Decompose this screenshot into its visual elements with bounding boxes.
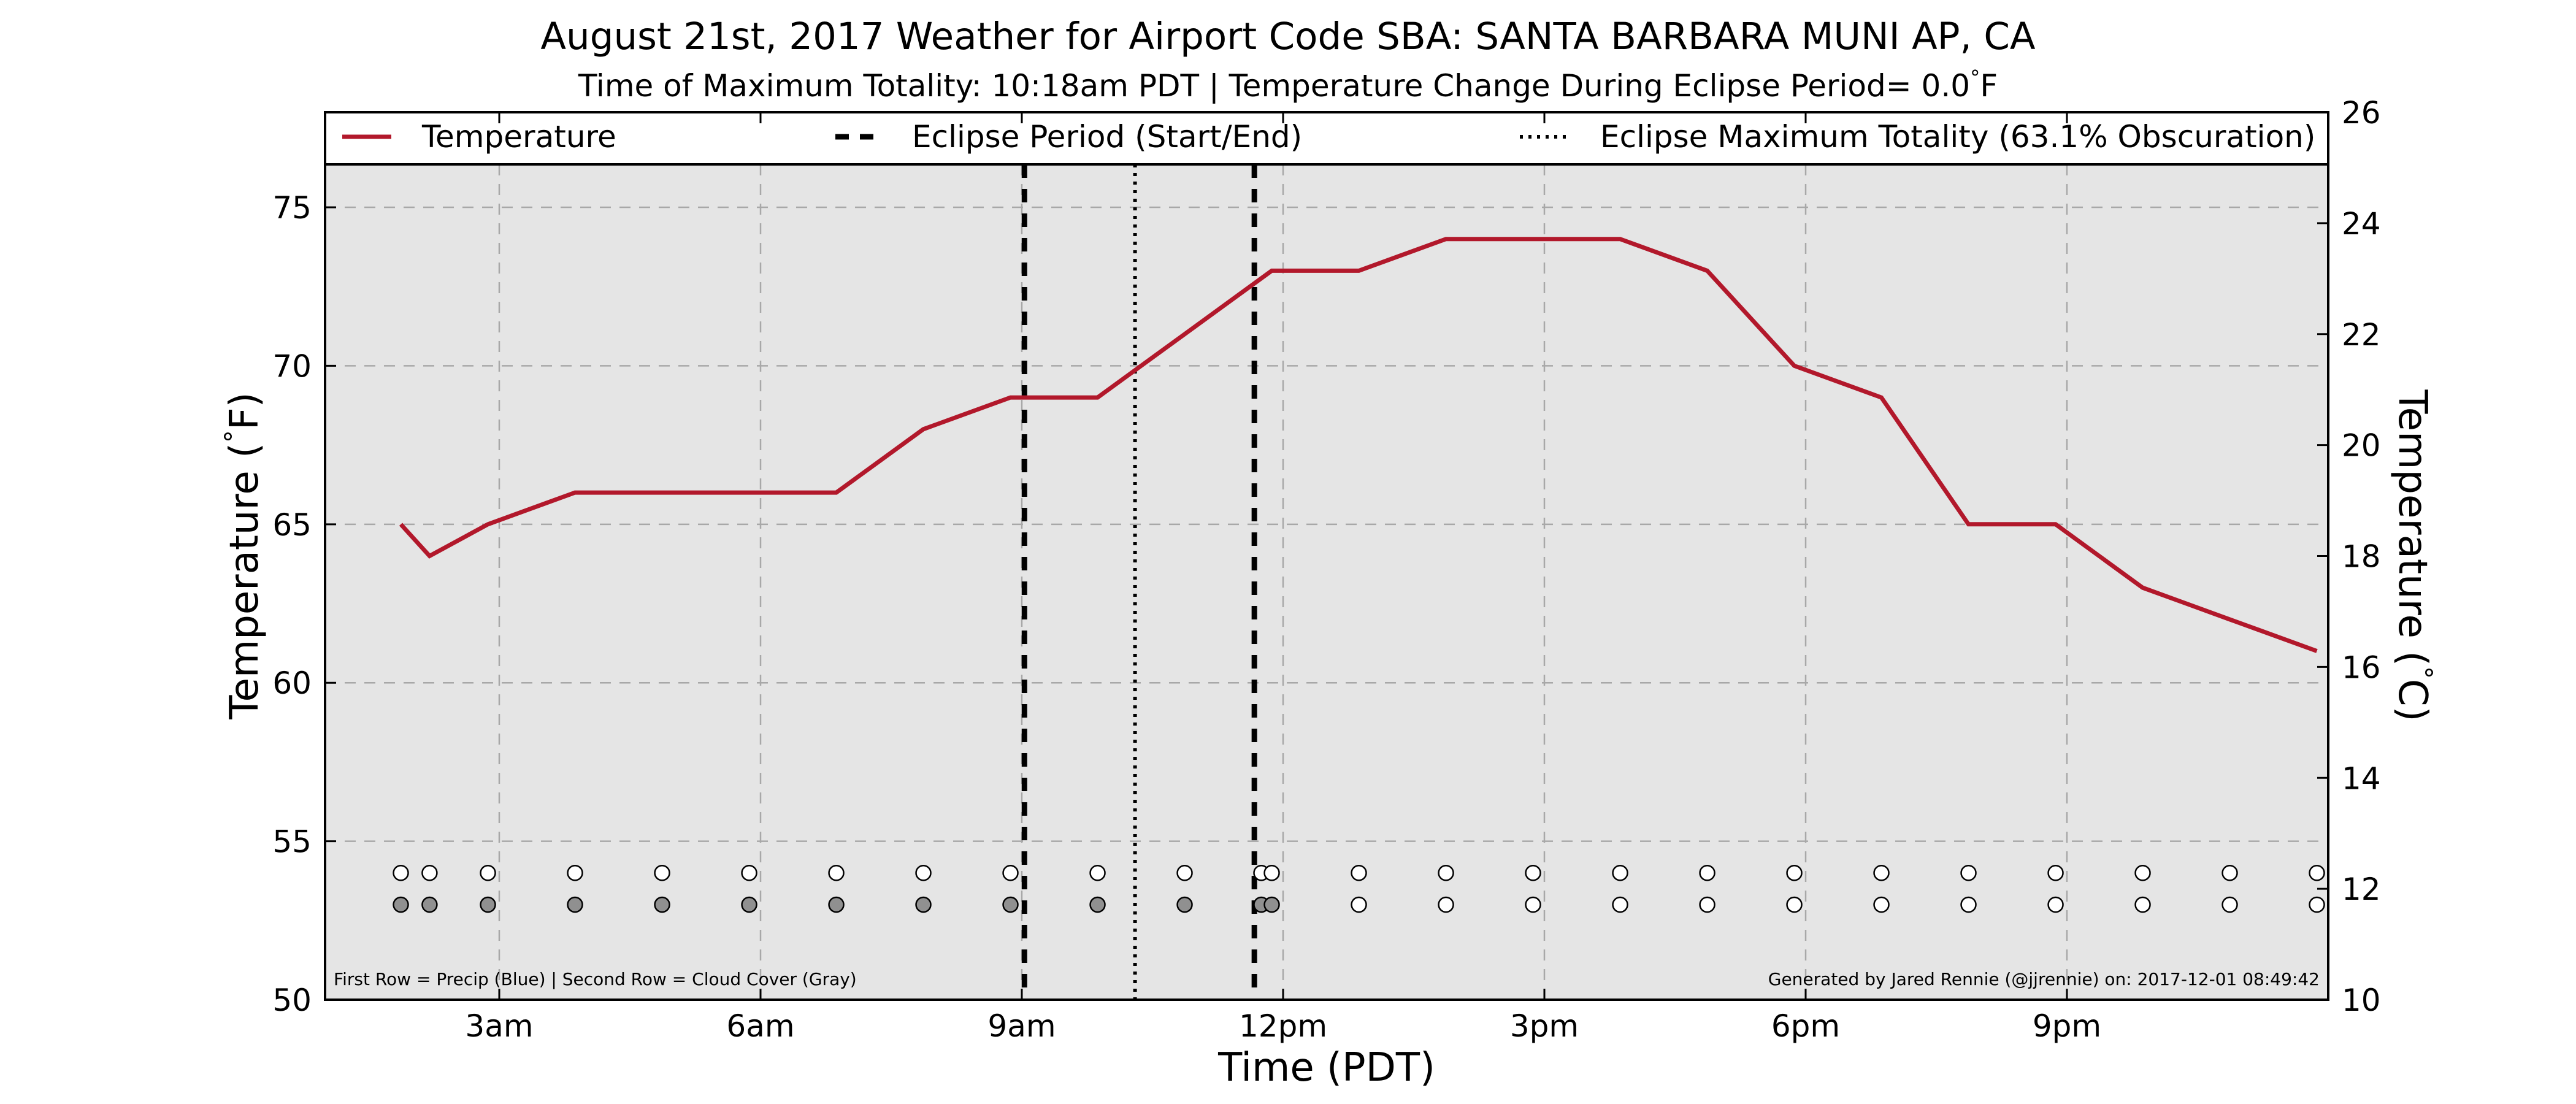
precip-marker	[2309, 865, 2325, 881]
cloud-marker	[1786, 896, 1803, 913]
y-right-tick-label: 12	[2342, 872, 2381, 907]
cloud-marker	[2309, 896, 2325, 913]
cloud-marker	[421, 896, 438, 913]
precip-marker	[421, 865, 438, 881]
cloud-marker	[2221, 896, 2238, 913]
x-tick-label: 9am	[987, 1008, 1056, 1044]
precip-marker	[1960, 865, 1977, 881]
y-tick-label: 70	[272, 348, 312, 384]
precip-marker	[1612, 865, 1628, 881]
precip-marker	[1089, 865, 1106, 881]
precip-marker	[654, 865, 670, 881]
cloud-marker	[2134, 896, 2151, 913]
legend-eclipse-period-label: Eclipse Period (Start/End)	[912, 119, 1302, 155]
precip-marker	[2221, 865, 2238, 881]
footnote-left: First Row = Precip (Blue) | Second Row =…	[334, 969, 857, 989]
precip-marker	[1176, 865, 1193, 881]
y-tick-label: 60	[272, 665, 312, 701]
y-right-tick-label: 18	[2342, 539, 2381, 575]
precip-marker	[1786, 865, 1803, 881]
y-tick-label: 55	[272, 824, 312, 860]
cloud-marker	[741, 896, 757, 913]
precip-marker	[1438, 865, 1454, 881]
cloud-marker	[1612, 896, 1628, 913]
cloud-marker	[567, 896, 583, 913]
cloud-marker	[1351, 896, 1367, 913]
precip-marker	[393, 865, 409, 881]
precip-marker	[741, 865, 757, 881]
x-tick-label: 9pm	[2033, 1008, 2101, 1044]
x-tick-label: 3am	[465, 1008, 533, 1044]
precip-marker	[1699, 865, 1715, 881]
cloud-marker	[915, 896, 932, 913]
precip-marker	[828, 865, 845, 881]
precip-marker	[2047, 865, 2064, 881]
temperature-line	[399, 237, 2318, 653]
precip-marker	[567, 865, 583, 881]
x-tick-label: 6pm	[1771, 1008, 1840, 1044]
legend-eclipse-max-label: Eclipse Maximum Totality (63.1% Obscurat…	[1600, 119, 2315, 155]
precip-marker	[1525, 865, 1541, 881]
legend-temperature-label: Temperature	[421, 119, 616, 155]
cloud-marker	[393, 896, 409, 913]
precip-marker	[1002, 865, 1019, 881]
y-tick-label: 50	[272, 983, 312, 1018]
cloud-marker	[2047, 896, 2064, 913]
cloud-marker	[1176, 896, 1193, 913]
footnote-right: Generated by Jared Rennie (@jjrennie) on…	[1768, 969, 2320, 989]
y-right-tick-label: 24	[2342, 206, 2381, 242]
x-tick-label: 6am	[726, 1008, 794, 1044]
chart-title: August 21st, 2017 Weather for Airport Co…	[540, 15, 2036, 58]
y-right-tick-label: 20	[2342, 428, 2381, 464]
x-axis-label: Time (PDT)	[1217, 1045, 1435, 1091]
precip-marker	[1873, 865, 1890, 881]
cloud-marker	[828, 896, 845, 913]
legend: Temperature Eclipse Period (Start/End) E…	[324, 111, 2329, 166]
y-axis-label-right: Temperature (°C)	[2390, 389, 2439, 721]
cloud-marker	[1263, 896, 1280, 913]
y-axis-label-left: Temperature (°F)	[219, 392, 268, 719]
y-right-tick-label: 16	[2342, 650, 2381, 685]
cloud-marker	[1873, 896, 1890, 913]
y-right-tick-label: 14	[2342, 761, 2381, 796]
cover-markers	[393, 865, 2325, 913]
cloud-marker	[1525, 896, 1541, 913]
chart-subtitle: Time of Maximum Totality: 10:18am PDT | …	[578, 66, 1998, 104]
precip-marker	[480, 865, 496, 881]
eclipse-lines	[1021, 164, 1257, 1000]
cloud-marker	[1699, 896, 1715, 913]
precip-marker	[1351, 865, 1367, 881]
cloud-marker	[480, 896, 496, 913]
cloud-marker	[1960, 896, 1977, 913]
precip-marker	[2134, 865, 2151, 881]
y-right-tick-label: 26	[2342, 95, 2381, 131]
axis-ticks: 3am 6am 9am 12pm 3pm 6pm 9pm 50 55 60 65 70 75 10 12 14…	[272, 95, 2380, 1044]
y-tick-label: 65	[272, 507, 312, 543]
y-right-tick-label: 10	[2342, 983, 2381, 1018]
cloud-marker	[1438, 896, 1454, 913]
precip-marker	[1263, 865, 1280, 881]
plot-area	[325, 112, 2328, 1000]
cloud-marker	[1002, 896, 1019, 913]
cloud-marker	[1089, 896, 1106, 913]
x-tick-label: 3pm	[1510, 1008, 1579, 1044]
cloud-marker	[654, 896, 670, 913]
temperature-series	[399, 237, 2318, 653]
y-tick-label: 75	[272, 190, 312, 226]
y-right-tick-label: 22	[2342, 317, 2381, 353]
precip-marker	[915, 865, 932, 881]
x-tick-label: 12pm	[1239, 1008, 1327, 1044]
